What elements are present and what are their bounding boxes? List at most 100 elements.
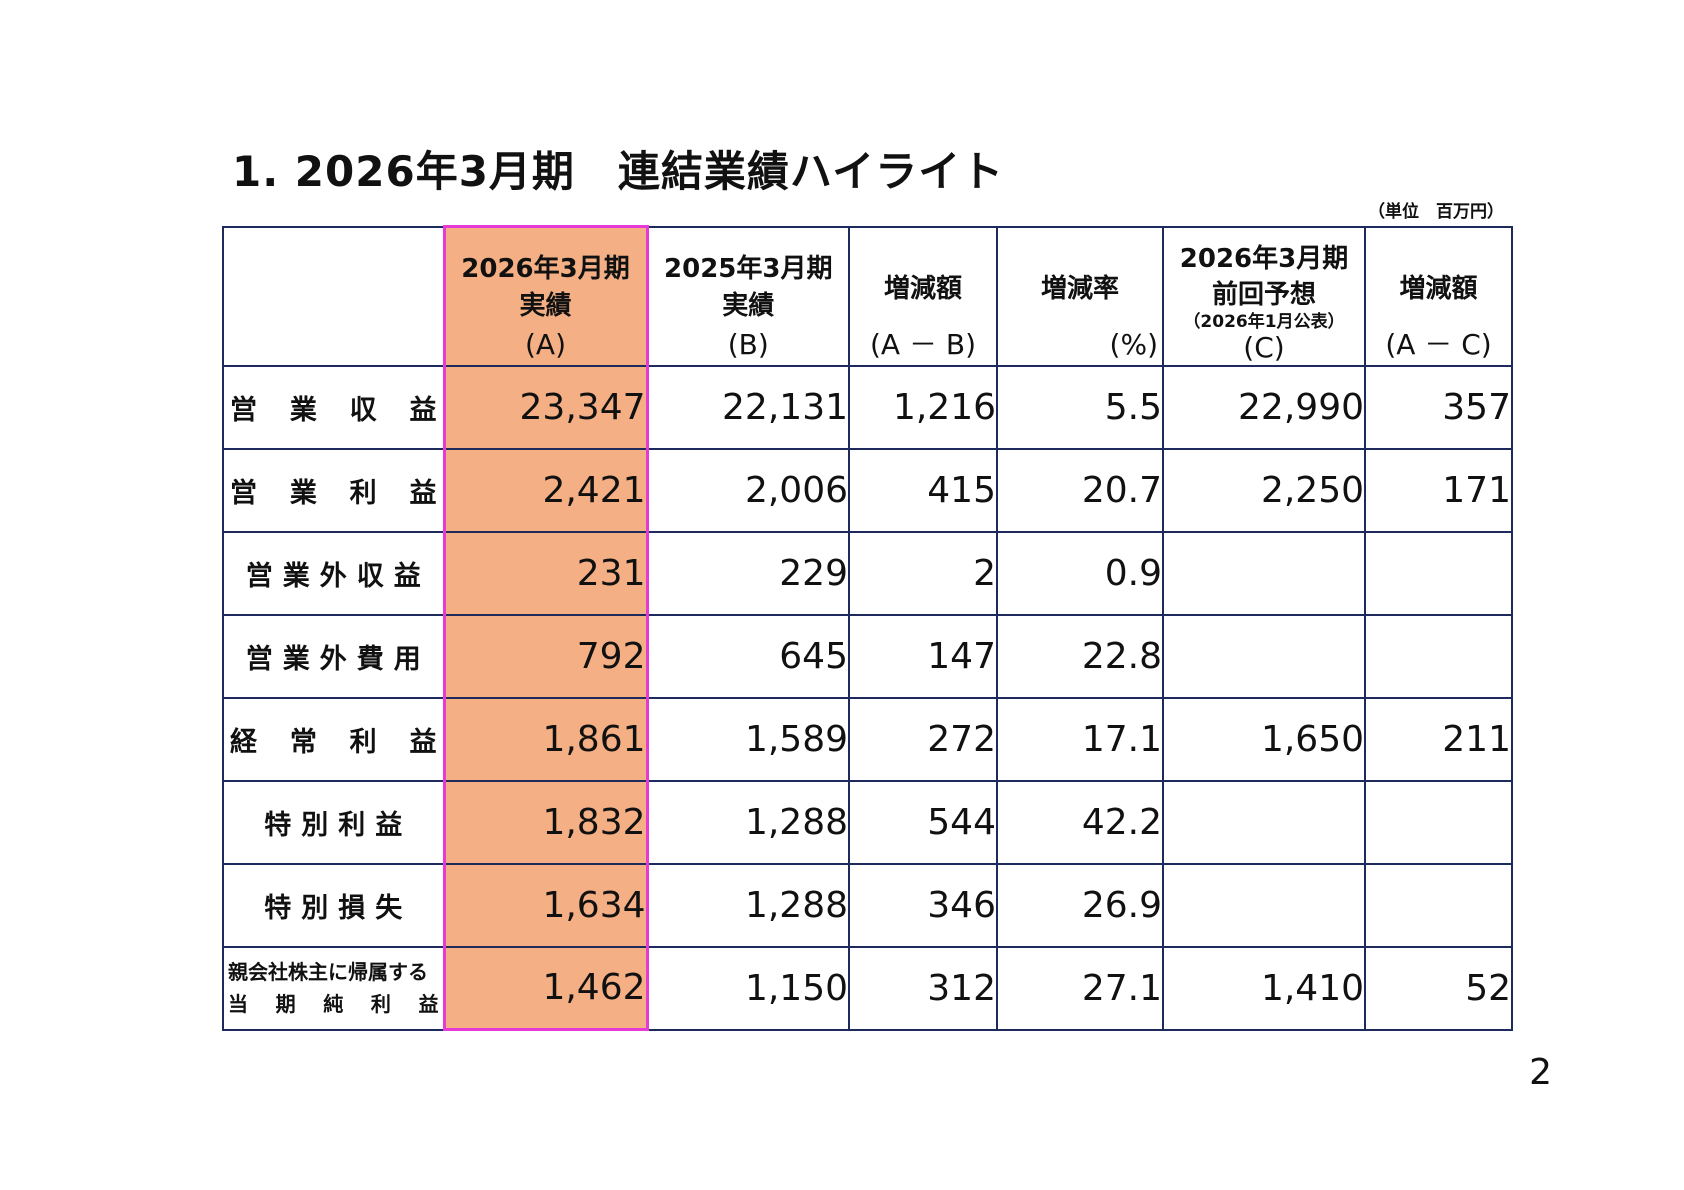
cell-forecast	[1162, 862, 1366, 948]
header-change-ac-code: (A － C)	[1385, 327, 1492, 361]
header-change-ab-label: 増減額	[883, 273, 962, 304]
header-col-change-rate: 増減率 (%)	[996, 225, 1164, 367]
row-label-char: 益	[409, 394, 437, 426]
header-col-forecast: 2026年3月期 前回予想 （2026年1月公表） (C)	[1162, 225, 1366, 367]
cell-current-actual: 1,861	[442, 696, 649, 782]
cell-current-actual: 1,462	[442, 945, 649, 1031]
row-label-char: 当	[228, 992, 248, 1016]
table-row: 特別利益 1,832 1,288 544 42.2	[222, 779, 1513, 865]
page-number: 2	[1529, 1052, 1552, 1093]
cell-change-ac: 211	[1364, 696, 1513, 782]
row-label-extraordinary-losses: 特別損失	[222, 862, 445, 948]
row-label-char: 純	[323, 992, 344, 1016]
cell-change-rate: 20.7	[996, 447, 1164, 533]
cell-prior-actual: 645	[646, 613, 850, 699]
header-col-change-ac: 増減額 (A － C)	[1364, 225, 1513, 367]
row-label-net-income-attributable: 親会社株主に帰属する 当 期 純 利 益	[222, 945, 445, 1031]
cell-forecast	[1162, 530, 1366, 616]
table-row: 営業外費用 792 645 147 22.8	[222, 613, 1513, 699]
cell-change-ab: 544	[848, 779, 998, 865]
header-col-prior-actual: 2025年3月期 実績 (B)	[646, 225, 850, 367]
cell-change-rate: 5.5	[996, 364, 1164, 450]
row-label-ordinary-income: 経 常 利 益	[222, 696, 445, 782]
table-row: 営業外収益 231 229 2 0.9	[222, 530, 1513, 616]
header-corner	[222, 225, 445, 367]
row-label-text: 特別利益	[264, 809, 413, 841]
header-change-ac-label: 増減額	[1399, 273, 1478, 304]
row-label-char: 利	[370, 992, 391, 1016]
table-row: 経 常 利 益 1,861 1,589 272 17.1 1,650 211	[222, 696, 1513, 782]
cell-prior-actual: 229	[646, 530, 850, 616]
cell-change-ab: 2	[848, 530, 998, 616]
cell-prior-actual: 1,288	[646, 862, 850, 948]
header-prior-actual-kind: 実績	[722, 290, 775, 321]
cell-change-ac: 357	[1364, 364, 1513, 450]
cell-current-actual: 231	[442, 530, 649, 616]
cell-change-ac	[1364, 530, 1513, 616]
row-label-char: 営	[230, 477, 257, 509]
cell-current-actual: 1,634	[442, 862, 649, 948]
header-change-rate-code: (%)	[1109, 327, 1158, 361]
row-label-text: 営業外収益	[245, 560, 431, 592]
cell-forecast	[1162, 613, 1366, 699]
table-row: 営 業 利 益 2,421 2,006 415 20.7 2,250 171	[222, 447, 1513, 533]
row-label-extraordinary-income: 特別利益	[222, 779, 445, 865]
cell-change-ab: 272	[848, 696, 998, 782]
cell-change-ac: 52	[1364, 945, 1513, 1031]
cell-change-rate: 27.1	[996, 945, 1164, 1031]
cell-change-ac	[1364, 613, 1513, 699]
table-row: 特別損失 1,634 1,288 346 26.9	[222, 862, 1513, 948]
cell-prior-actual: 1,288	[646, 779, 850, 865]
cell-current-actual: 792	[442, 613, 649, 699]
cell-change-ab: 312	[848, 945, 998, 1031]
cell-current-actual: 2,421	[442, 447, 649, 533]
row-label-non-operating-expenses: 営業外費用	[222, 613, 445, 699]
cell-change-rate: 17.1	[996, 696, 1164, 782]
row-label-char: 益	[409, 726, 437, 758]
cell-change-rate: 22.8	[996, 613, 1164, 699]
header-forecast-period: 2026年3月期	[1179, 243, 1349, 274]
header-change-rate-label: 増減率	[1040, 273, 1119, 304]
header-current-actual-code: (A)	[524, 327, 566, 361]
header-row: 2026年3月期 実績 (A) 2025年3月期 実績 (B) 増減額 (A －…	[222, 225, 1513, 367]
row-label-char: 経	[230, 726, 257, 758]
results-table: 2026年3月期 実績 (A) 2025年3月期 実績 (B) 増減額 (A －…	[222, 225, 1513, 1031]
header-current-actual-period: 2026年3月期	[461, 253, 630, 284]
row-label-char: 業	[289, 394, 317, 426]
page-title: 1. 2026年3月期 連結業績ハイライト	[232, 147, 1005, 196]
cell-prior-actual: 22,131	[646, 364, 850, 450]
row-label-char: 利	[349, 477, 377, 509]
row-label-char: 業	[289, 477, 317, 509]
cell-change-ac	[1364, 862, 1513, 948]
cell-forecast: 1,410	[1162, 945, 1366, 1031]
row-label-char: 益	[409, 477, 437, 509]
cell-forecast: 22,990	[1162, 364, 1366, 450]
header-prior-actual-period: 2025年3月期	[664, 253, 833, 284]
header-col-current-actual: 2026年3月期 実績 (A)	[442, 225, 649, 367]
row-label-char: 益	[418, 992, 439, 1016]
cell-change-ac: 171	[1364, 447, 1513, 533]
cell-forecast	[1162, 779, 1366, 865]
cell-current-actual: 23,347	[442, 364, 649, 450]
cell-change-ab: 1,216	[848, 364, 998, 450]
table-row: 親会社株主に帰属する 当 期 純 利 益 1,462 1,150 312 27.…	[222, 945, 1513, 1031]
cell-forecast: 1,650	[1162, 696, 1366, 782]
row-label-operating-revenue: 営 業 収 益	[222, 364, 445, 450]
row-label-char: 常	[289, 726, 317, 758]
row-label-non-operating-income: 営業外収益	[222, 530, 445, 616]
row-label-char: 期	[275, 992, 296, 1016]
row-label-operating-income: 営 業 利 益	[222, 447, 445, 533]
cell-change-ac	[1364, 779, 1513, 865]
header-prior-actual-code: (B)	[727, 327, 769, 361]
row-label-text: 特別損失	[264, 892, 413, 924]
cell-change-ab: 346	[848, 862, 998, 948]
header-change-ab-code: (A － B)	[869, 327, 976, 361]
cell-forecast: 2,250	[1162, 447, 1366, 533]
header-forecast-code: (C)	[1243, 330, 1285, 364]
cell-current-actual: 1,832	[442, 779, 649, 865]
unit-note: （単位 百万円）	[1368, 202, 1504, 222]
row-label-char: 利	[349, 726, 377, 758]
row-label-top: 親会社株主に帰属する	[228, 960, 428, 984]
header-current-actual-kind: 実績	[519, 290, 572, 321]
cell-change-rate: 26.9	[996, 862, 1164, 948]
